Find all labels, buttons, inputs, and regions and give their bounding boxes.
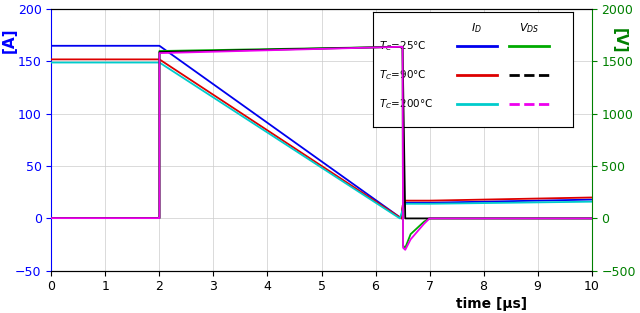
- X-axis label: time [μs]: time [μs]: [456, 297, 527, 311]
- Y-axis label: [V]: [V]: [612, 28, 627, 53]
- Y-axis label: [A]: [A]: [1, 28, 16, 53]
